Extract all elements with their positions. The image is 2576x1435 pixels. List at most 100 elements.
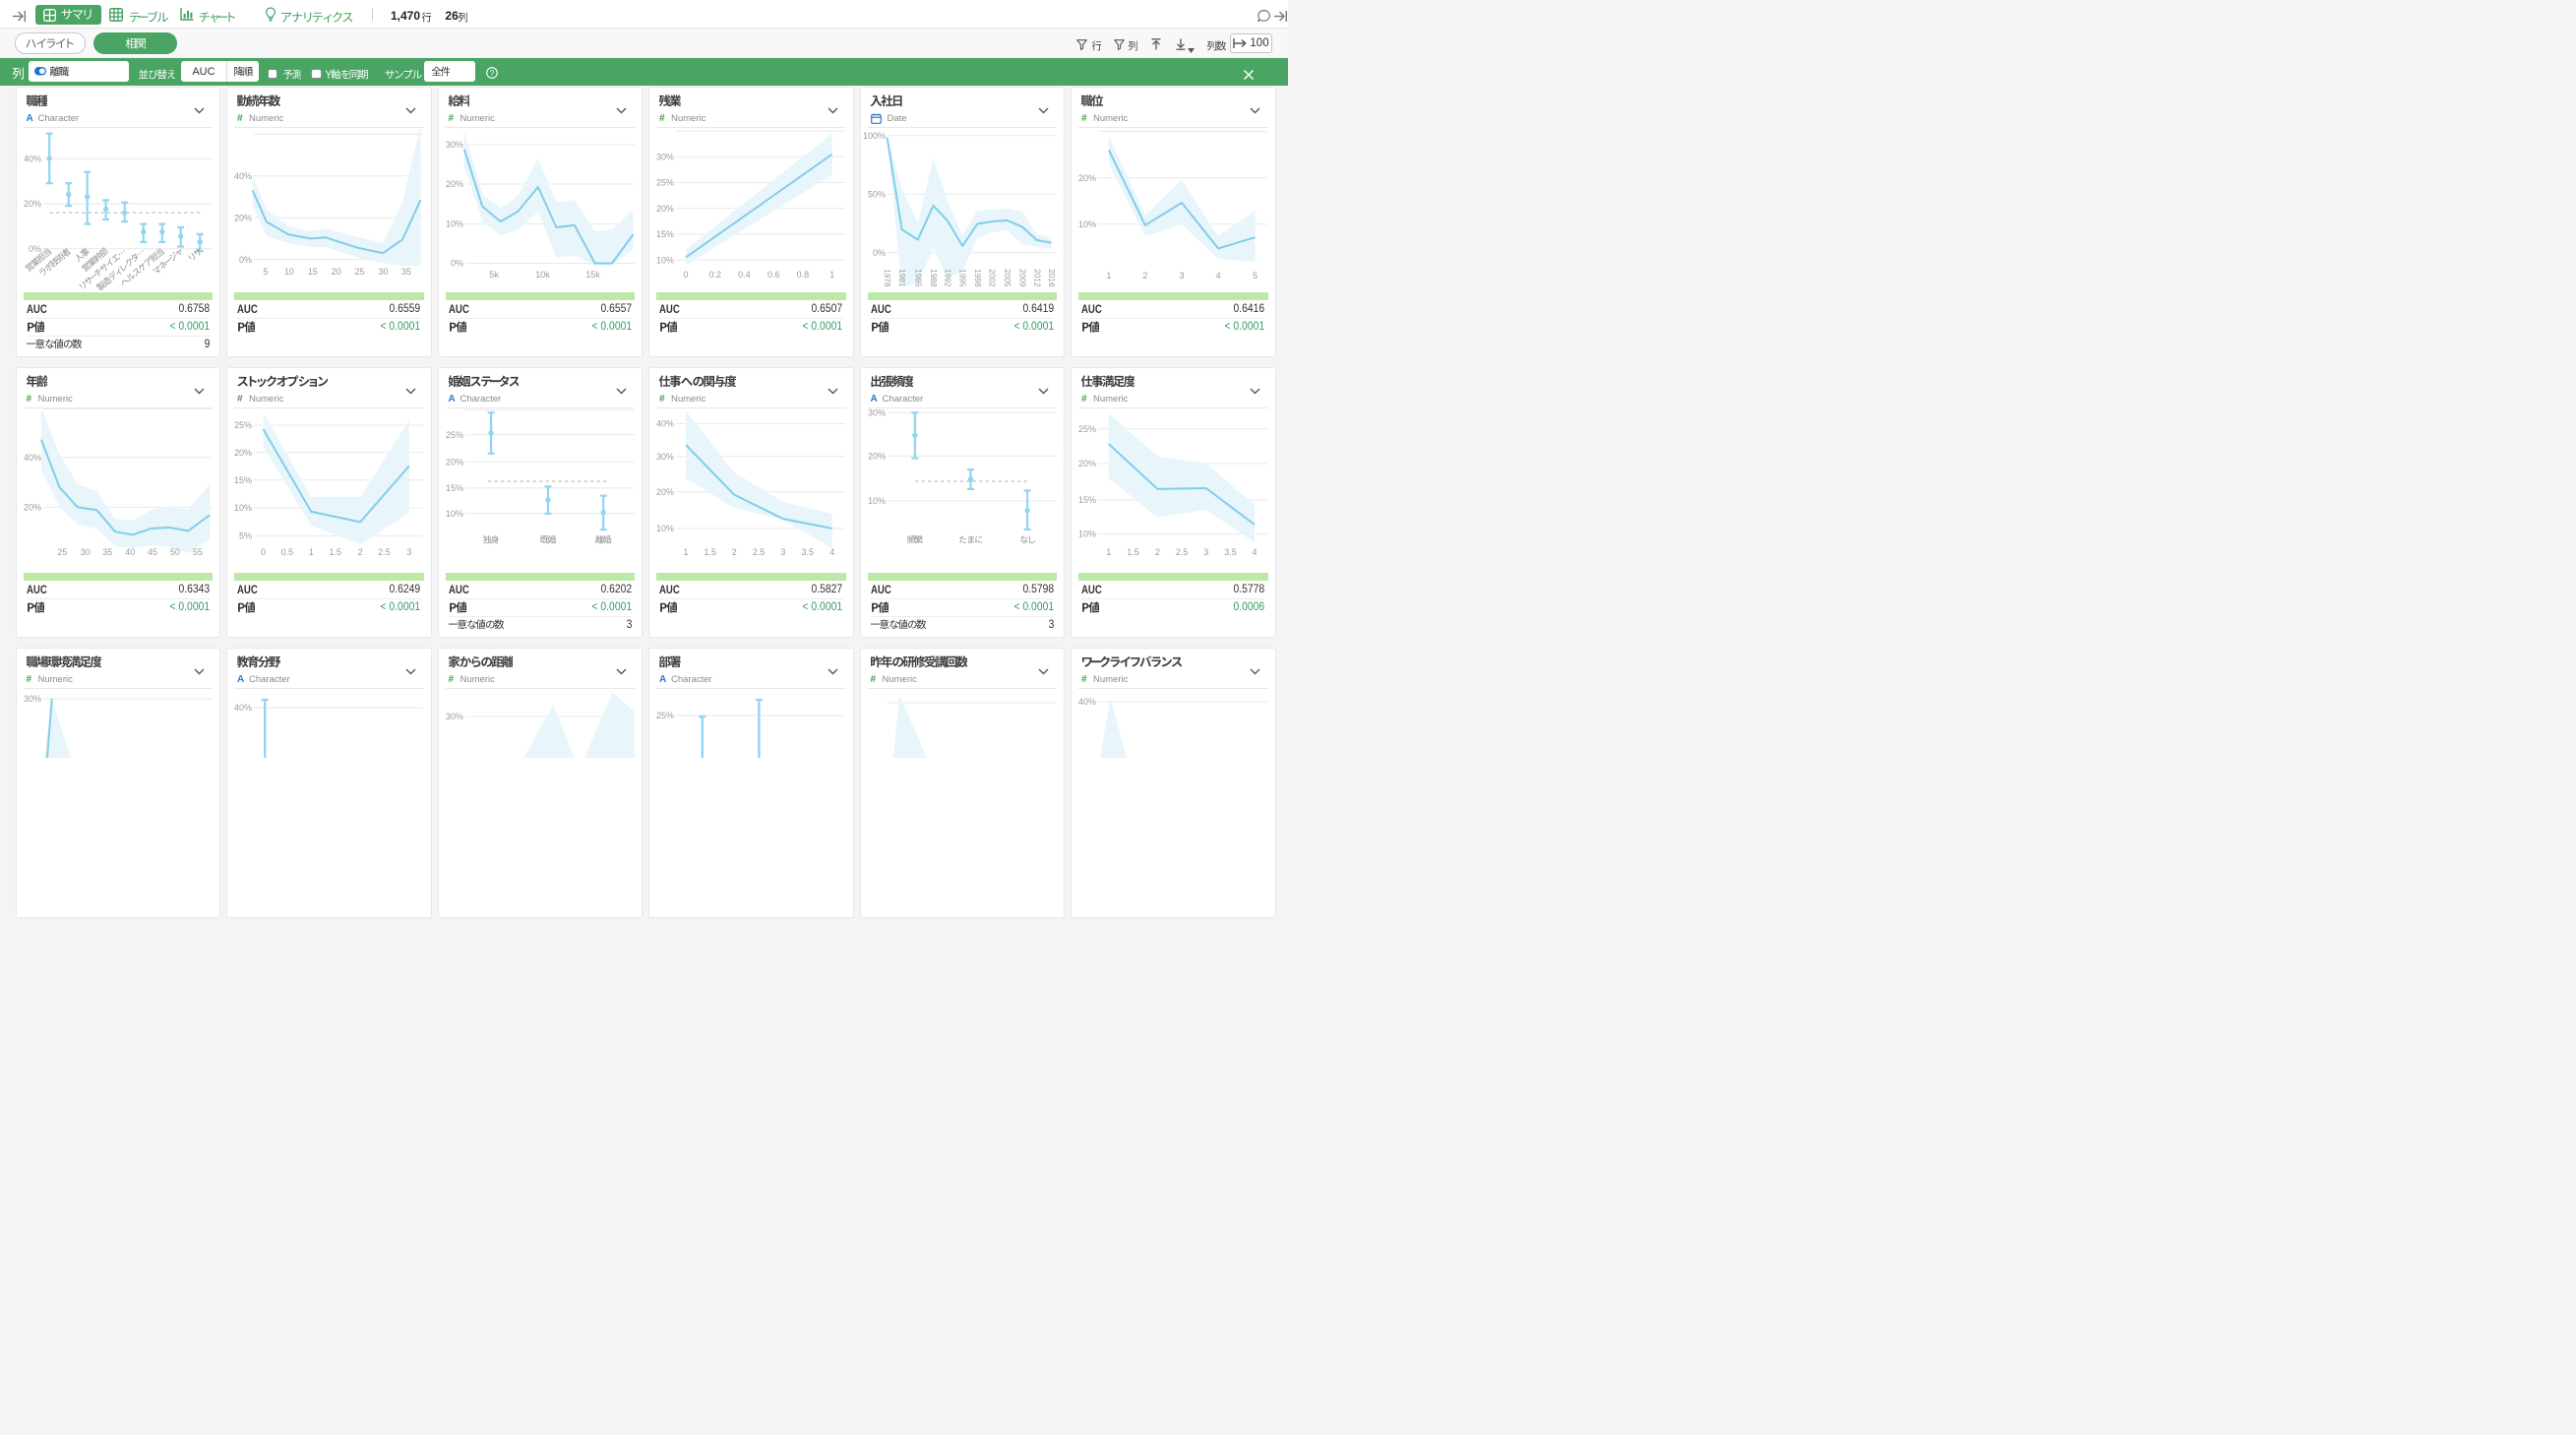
svg-text:0: 0: [683, 270, 688, 280]
svg-text:20%: 20%: [656, 204, 674, 214]
svg-text:4: 4: [1216, 271, 1221, 281]
svg-text:25: 25: [354, 267, 364, 277]
svg-text:2.5: 2.5: [1176, 547, 1189, 557]
svg-text:2: 2: [358, 547, 363, 557]
svg-text:5%: 5%: [239, 531, 252, 541]
svg-text:0.5: 0.5: [281, 547, 294, 557]
svg-text:10%: 10%: [445, 219, 462, 229]
svg-text:1: 1: [829, 270, 834, 280]
svg-text:20%: 20%: [234, 213, 252, 222]
svg-text:15: 15: [308, 267, 318, 277]
svg-text:2: 2: [732, 547, 737, 557]
svg-text:20: 20: [332, 267, 341, 277]
svg-text:3.5: 3.5: [802, 547, 815, 557]
svg-text:1: 1: [683, 547, 688, 557]
svg-text:0%: 0%: [872, 248, 885, 258]
svg-text:1992: 1992: [943, 269, 951, 287]
svg-text:1981: 1981: [897, 269, 906, 287]
svg-text:30: 30: [378, 267, 388, 277]
svg-text:2005: 2005: [1003, 269, 1012, 287]
svg-text:1985: 1985: [913, 269, 922, 287]
svg-text:50%: 50%: [867, 189, 885, 199]
svg-text:40%: 40%: [23, 154, 40, 163]
svg-text:35: 35: [102, 547, 112, 557]
svg-text:10%: 10%: [656, 524, 674, 533]
svg-text:40%: 40%: [656, 419, 674, 429]
svg-text:3: 3: [1179, 271, 1184, 281]
svg-text:30%: 30%: [445, 140, 462, 150]
svg-text:10%: 10%: [445, 509, 462, 519]
svg-text:0%: 0%: [239, 255, 252, 265]
svg-text:2016: 2016: [1047, 269, 1056, 287]
svg-text:10%: 10%: [1078, 219, 1096, 229]
svg-text:15%: 15%: [234, 475, 252, 485]
svg-text:3: 3: [1203, 547, 1208, 557]
svg-text:0%: 0%: [450, 259, 462, 269]
svg-text:15%: 15%: [656, 229, 674, 239]
svg-text:1: 1: [1106, 271, 1111, 281]
svg-text:1998: 1998: [972, 269, 981, 287]
svg-text:30%: 30%: [867, 408, 885, 417]
svg-text:30%: 30%: [23, 694, 40, 704]
svg-text:25%: 25%: [1078, 424, 1096, 434]
svg-text:20%: 20%: [656, 487, 674, 497]
svg-text:2: 2: [1155, 547, 1160, 557]
svg-text:3.5: 3.5: [1224, 547, 1237, 557]
svg-text:10%: 10%: [1078, 530, 1096, 539]
svg-text:?: ?: [489, 68, 494, 77]
svg-text:20%: 20%: [867, 452, 885, 462]
svg-text:20%: 20%: [234, 448, 252, 458]
svg-text:40%: 40%: [1078, 697, 1096, 707]
svg-text:20%: 20%: [445, 457, 462, 467]
svg-text:40%: 40%: [234, 171, 252, 181]
svg-text:2002: 2002: [987, 269, 996, 287]
svg-text:15%: 15%: [445, 483, 462, 493]
svg-text:3: 3: [406, 547, 411, 557]
svg-text:5: 5: [1253, 271, 1257, 281]
svg-text:45: 45: [147, 547, 156, 557]
svg-text:10k: 10k: [535, 270, 550, 280]
svg-text:1988: 1988: [929, 269, 938, 287]
svg-text:2.5: 2.5: [378, 547, 391, 557]
svg-text:0: 0: [261, 547, 266, 557]
svg-text:10%: 10%: [656, 255, 674, 265]
svg-text:2009: 2009: [1017, 269, 1026, 287]
svg-text:2: 2: [1142, 271, 1147, 281]
svg-text:1: 1: [1106, 547, 1111, 557]
svg-text:1.5: 1.5: [1127, 547, 1139, 557]
svg-text:20%: 20%: [23, 199, 40, 209]
svg-text:50: 50: [169, 547, 179, 557]
svg-text:0.8: 0.8: [797, 270, 810, 280]
svg-text:25%: 25%: [445, 430, 462, 440]
svg-text:25: 25: [57, 547, 67, 557]
svg-text:20%: 20%: [23, 503, 40, 513]
svg-text:1: 1: [309, 547, 314, 557]
svg-text:2012: 2012: [1032, 269, 1041, 287]
svg-text:35: 35: [401, 267, 411, 277]
svg-text:15%: 15%: [1078, 495, 1096, 505]
svg-text:30%: 30%: [445, 712, 462, 721]
svg-text:30: 30: [80, 547, 90, 557]
svg-text:30%: 30%: [656, 153, 674, 162]
svg-text:1.5: 1.5: [705, 547, 717, 557]
svg-text:20%: 20%: [445, 179, 462, 189]
svg-text:25%: 25%: [656, 711, 674, 720]
svg-text:40: 40: [125, 547, 135, 557]
svg-text:4: 4: [1252, 547, 1257, 557]
svg-text:2.5: 2.5: [753, 547, 766, 557]
svg-text:3: 3: [780, 547, 785, 557]
svg-text:40%: 40%: [234, 703, 252, 713]
svg-text:15k: 15k: [585, 270, 600, 280]
svg-text:25%: 25%: [656, 178, 674, 188]
svg-text:55: 55: [192, 547, 202, 557]
svg-text:0.2: 0.2: [708, 270, 721, 280]
svg-text:1995: 1995: [957, 269, 966, 287]
svg-text:40%: 40%: [23, 453, 40, 463]
svg-text:10: 10: [284, 267, 294, 277]
svg-text:1.5: 1.5: [329, 547, 341, 557]
svg-text:1978: 1978: [883, 269, 891, 287]
svg-text:10%: 10%: [867, 496, 885, 506]
svg-text:0.6: 0.6: [767, 270, 780, 280]
svg-text:20%: 20%: [1078, 173, 1096, 183]
svg-text:25%: 25%: [234, 420, 252, 430]
